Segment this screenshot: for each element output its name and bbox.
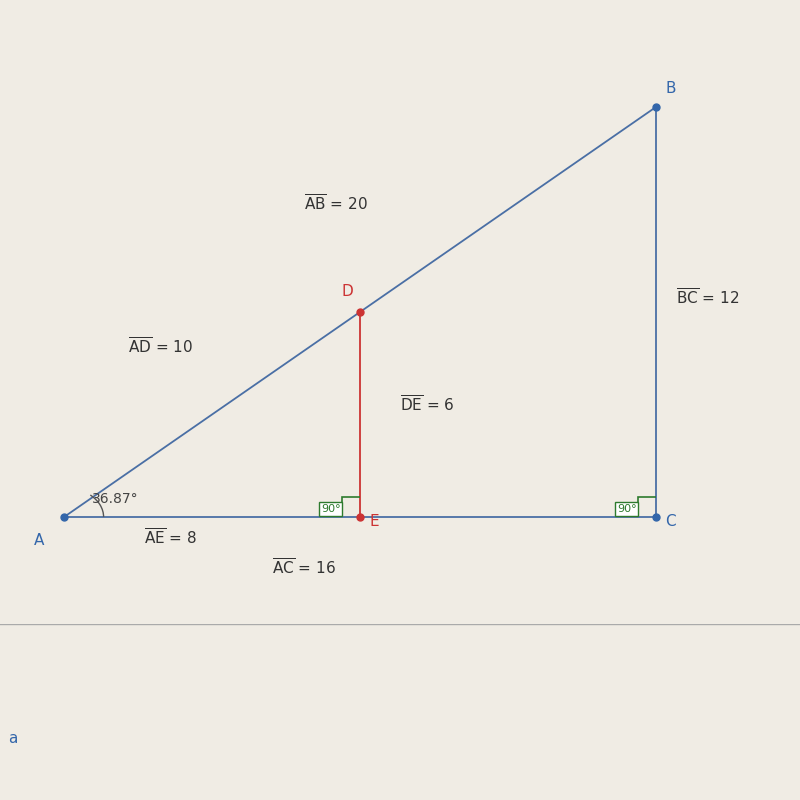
Text: B: B: [666, 82, 676, 96]
Text: E: E: [370, 514, 379, 529]
Text: 90°: 90°: [617, 504, 637, 514]
Text: $\overline{\rm BC}$ = 12: $\overline{\rm BC}$ = 12: [676, 287, 739, 307]
Text: 36.87°: 36.87°: [92, 492, 138, 506]
Text: $\overline{\rm AC}$ = 16: $\overline{\rm AC}$ = 16: [272, 558, 336, 578]
Text: $\overline{\rm DE}$ = 6: $\overline{\rm DE}$ = 6: [400, 394, 454, 414]
Text: A: A: [34, 533, 44, 548]
Text: D: D: [342, 284, 354, 298]
Text: C: C: [666, 514, 676, 529]
Text: 90°: 90°: [321, 504, 341, 514]
Text: $\overline{\rm AE}$ = 8: $\overline{\rm AE}$ = 8: [144, 528, 197, 548]
Text: $\overline{\rm AD}$ = 10: $\overline{\rm AD}$ = 10: [128, 337, 193, 357]
Text: $\overline{\rm AB}$ = 20: $\overline{\rm AB}$ = 20: [304, 194, 368, 214]
Text: a: a: [8, 731, 18, 746]
